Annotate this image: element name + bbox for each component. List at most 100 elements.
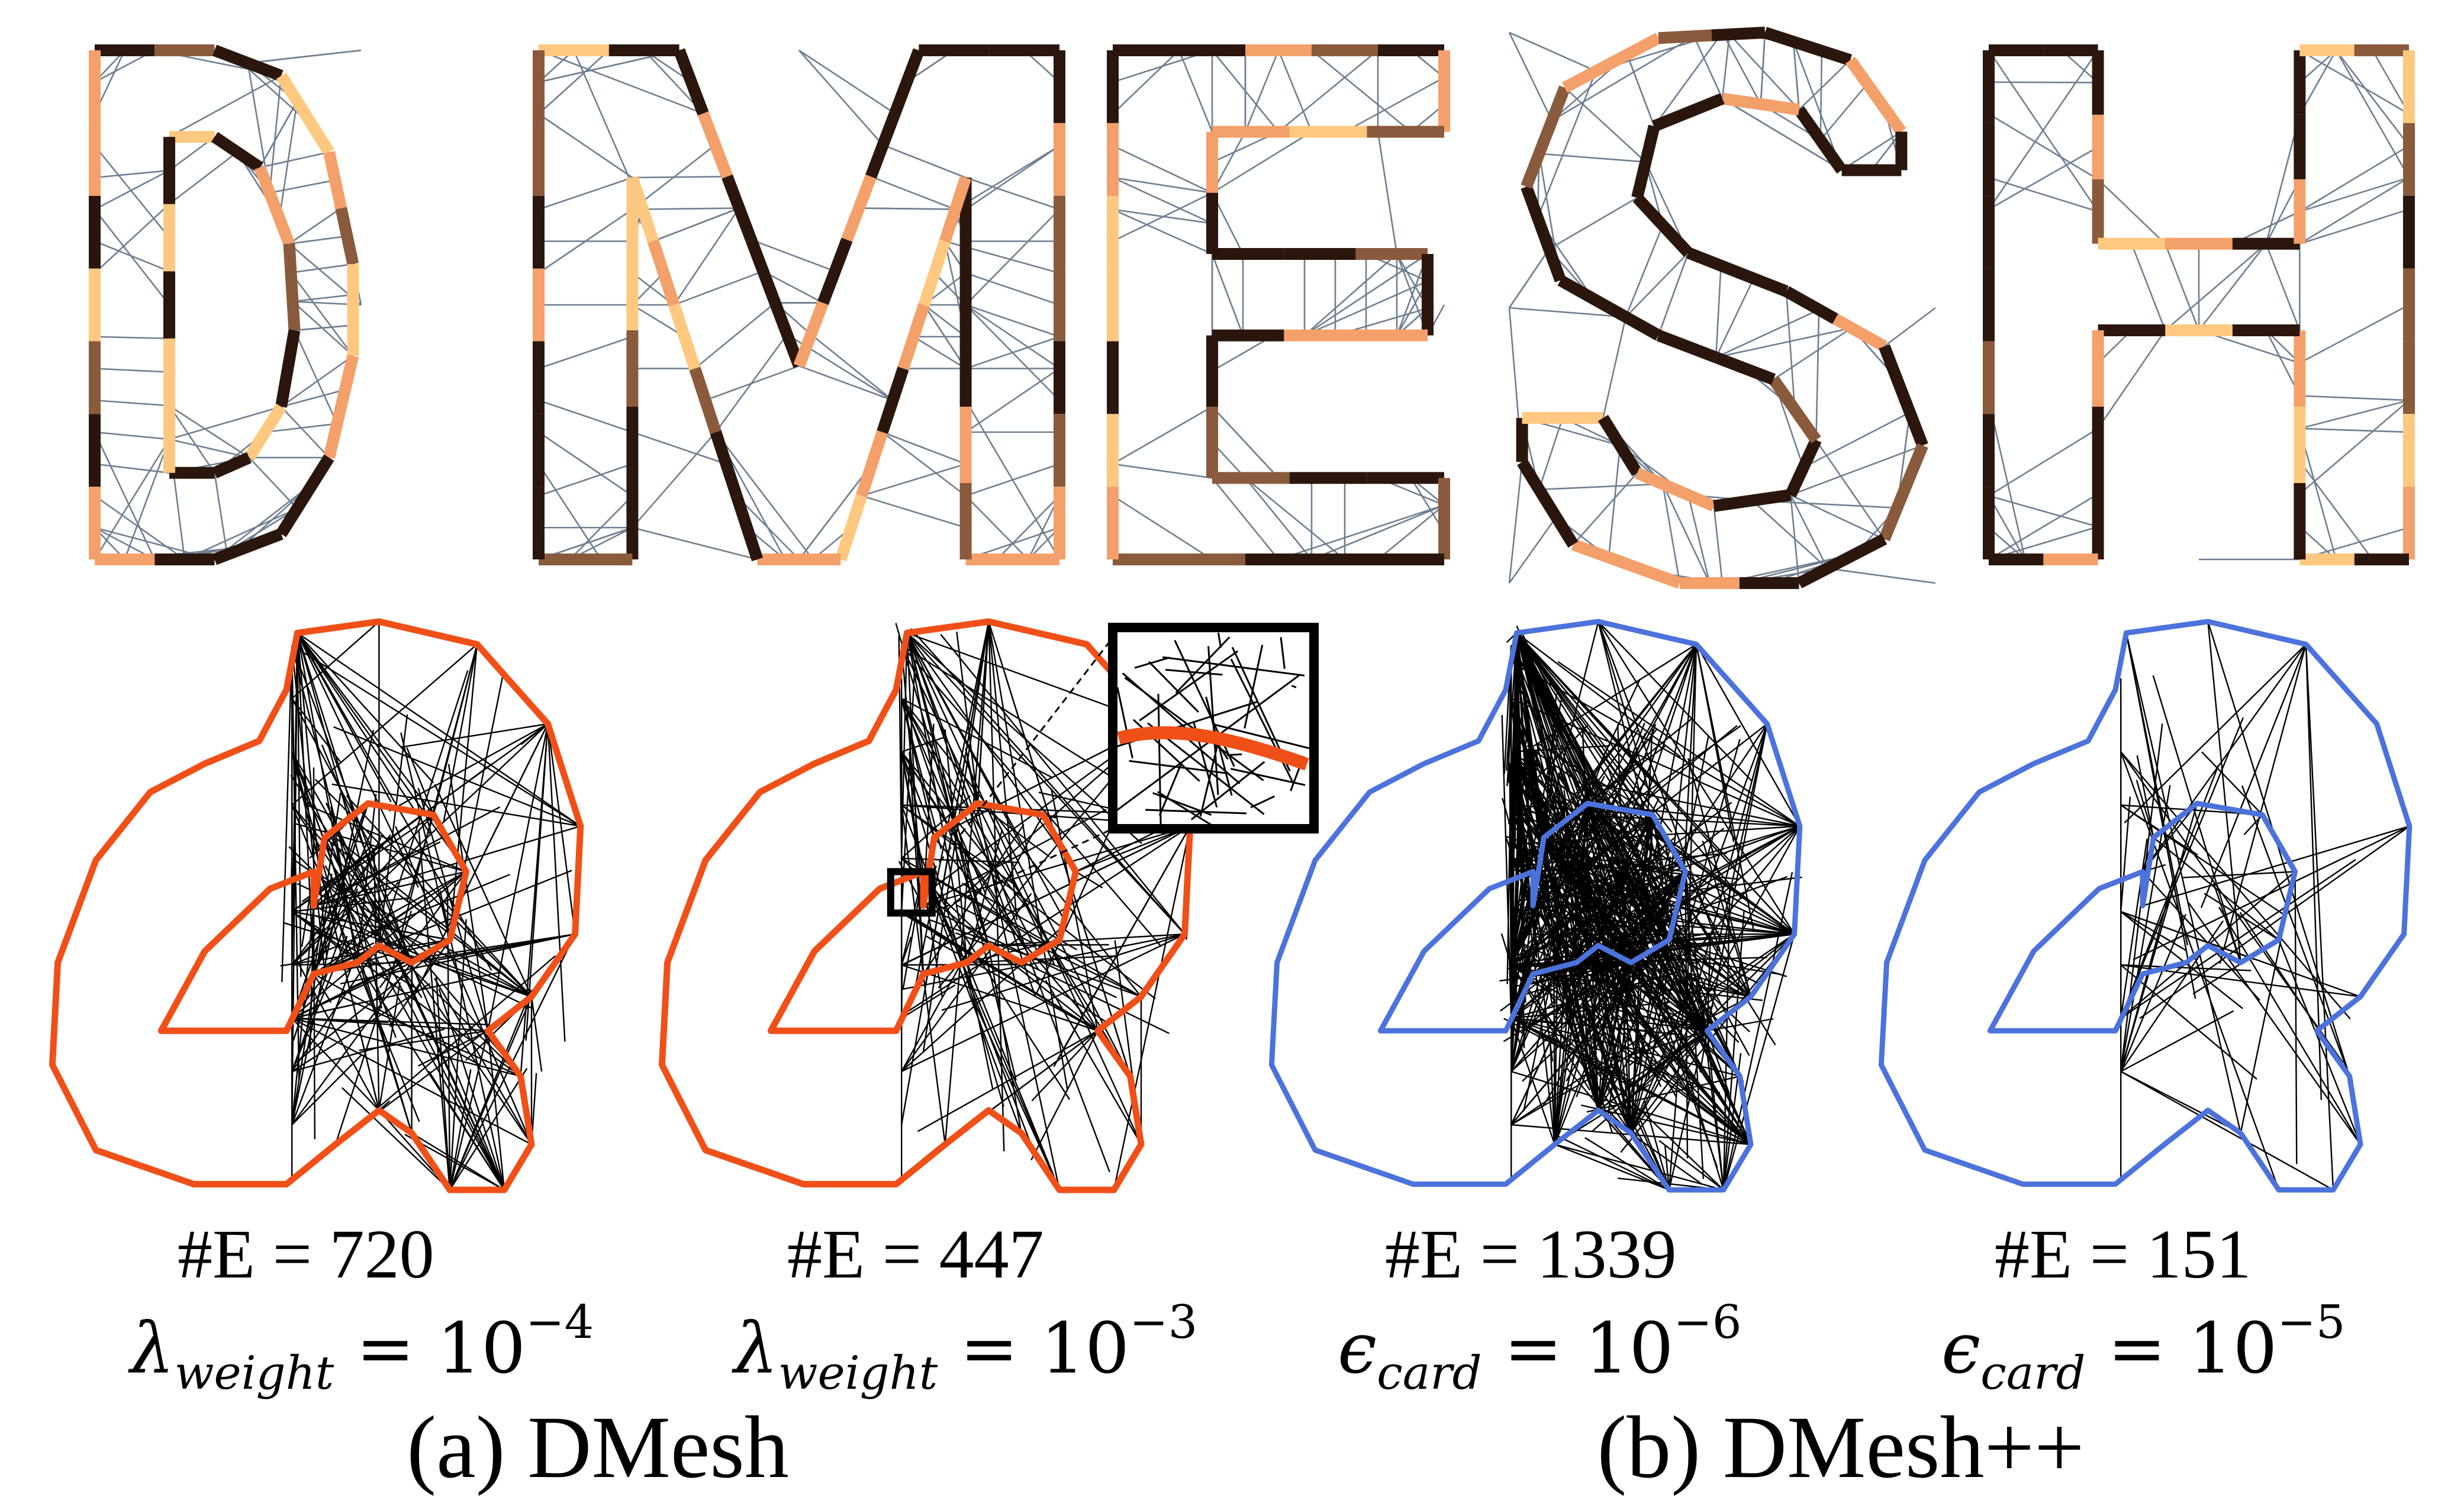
mesh-edge xyxy=(906,632,1017,1081)
mesh-edge xyxy=(2200,643,2307,908)
boundary-edge xyxy=(697,111,733,179)
mesh-edge xyxy=(909,751,925,974)
mesh-edge xyxy=(1178,50,1213,133)
mesh-edge xyxy=(1516,632,1686,873)
mesh-edge xyxy=(1537,70,1597,218)
mesh-edge xyxy=(1516,632,1661,1007)
panel-4-param-symbol: ϵ xyxy=(1941,1307,1981,1389)
boundary-edge xyxy=(1658,29,1712,44)
mesh-edge xyxy=(1584,1137,1670,1191)
mesh-edge xyxy=(1988,146,2099,210)
mesh-edge xyxy=(901,698,1039,953)
mesh-edge xyxy=(1510,964,1708,1032)
mesh-edge xyxy=(1139,650,1239,722)
mesh-edge xyxy=(538,176,633,210)
boundary-edge xyxy=(1517,459,1579,548)
mesh-edge xyxy=(1706,1031,1725,1190)
mesh-edge xyxy=(1344,76,1445,133)
mesh-edge xyxy=(169,405,250,459)
mesh-edge xyxy=(1217,632,1222,648)
panel-4-param-eq: = 10 xyxy=(2085,1307,2278,1389)
mesh-edge xyxy=(1687,494,1711,584)
mesh-edge xyxy=(291,1028,445,1073)
mesh-edge xyxy=(313,973,481,1066)
mesh-edge xyxy=(1729,34,1800,111)
mesh-edge xyxy=(1625,225,1664,317)
mesh-edge xyxy=(632,175,727,179)
mesh-edge xyxy=(1510,697,1801,827)
mesh-edge xyxy=(2299,395,2410,401)
mesh-edge xyxy=(94,368,170,373)
mesh-edge xyxy=(538,50,610,115)
mesh-edge xyxy=(966,962,1061,1190)
outer-curve xyxy=(1878,619,2413,1193)
mesh-edge xyxy=(1508,516,1557,584)
mesh-edge xyxy=(292,897,411,913)
mesh-edge xyxy=(944,621,990,1145)
mesh-edge xyxy=(2265,243,2301,331)
boundary-edge xyxy=(835,494,868,562)
mesh-edge xyxy=(1530,774,1599,1111)
mesh-edge xyxy=(1510,725,1738,912)
mesh-edge xyxy=(1532,905,1558,913)
mesh-edge xyxy=(1790,445,1923,496)
boundary-edge xyxy=(323,150,347,210)
mesh-edge xyxy=(297,632,467,873)
letter-h-mesh xyxy=(1983,44,2415,565)
mesh-edge xyxy=(632,207,739,211)
mesh-edge xyxy=(1625,252,1689,318)
mesh-edge xyxy=(361,970,413,1134)
mesh-edge xyxy=(1501,715,1512,1019)
mesh-edge xyxy=(290,272,354,356)
mesh-edge xyxy=(901,633,908,859)
mesh-edge xyxy=(324,836,532,997)
mesh-edge xyxy=(269,179,336,194)
boundary-edge xyxy=(897,303,930,371)
mesh-edge xyxy=(1612,1037,1751,1145)
mesh-edge xyxy=(1751,500,1828,569)
mesh-edge xyxy=(2299,399,2410,430)
mesh-edge xyxy=(2131,243,2166,331)
mesh-edge xyxy=(1597,643,1698,901)
mesh-edge xyxy=(1510,1017,1629,1086)
mesh-edge xyxy=(1619,969,1632,1134)
mesh-edge xyxy=(1538,1012,1724,1190)
mesh-edge xyxy=(1661,484,1681,584)
boundary-edge xyxy=(1763,27,1853,66)
mesh-edge xyxy=(297,632,434,784)
mesh-edge xyxy=(1304,253,1397,336)
mesh-edge xyxy=(1722,934,1795,1190)
boundary-edge xyxy=(1686,247,1789,297)
boundary-edge xyxy=(276,454,334,538)
mesh-edge xyxy=(259,151,330,169)
panel-2-param-eq: = 10 xyxy=(938,1307,1130,1389)
mesh-edge xyxy=(1566,849,1752,1145)
mesh-edge xyxy=(1539,483,1663,491)
mesh-edge xyxy=(378,670,469,946)
inner-curve xyxy=(1987,800,2298,1034)
mesh-edge xyxy=(538,336,633,369)
mesh-edge xyxy=(291,751,380,1111)
mesh-edge xyxy=(297,632,358,963)
mesh-edge xyxy=(284,922,412,964)
mesh-edge xyxy=(1510,802,1732,966)
mesh-edge xyxy=(2299,304,2410,364)
mesh-edge xyxy=(378,714,408,946)
mesh-edge xyxy=(291,698,341,762)
mesh-edge xyxy=(2120,1010,2234,1073)
mesh-edge xyxy=(1648,644,1698,885)
mesh-edge xyxy=(673,207,740,305)
mesh-edge xyxy=(2299,176,2410,213)
mesh-edge xyxy=(1597,1030,1708,1111)
mesh-edge xyxy=(1116,687,1133,758)
mesh-edge xyxy=(313,871,532,997)
mesh-edge xyxy=(411,1132,505,1191)
mesh-edge xyxy=(923,825,1191,907)
mesh-edge xyxy=(1706,723,1768,1031)
mesh-edge xyxy=(2299,145,2410,213)
boundary-edge xyxy=(648,239,680,307)
boundary-edge xyxy=(793,301,829,368)
letter-d-interior-edges xyxy=(94,49,362,561)
mesh-edge xyxy=(1652,1030,1708,1078)
mesh-edge xyxy=(1643,1100,1670,1190)
